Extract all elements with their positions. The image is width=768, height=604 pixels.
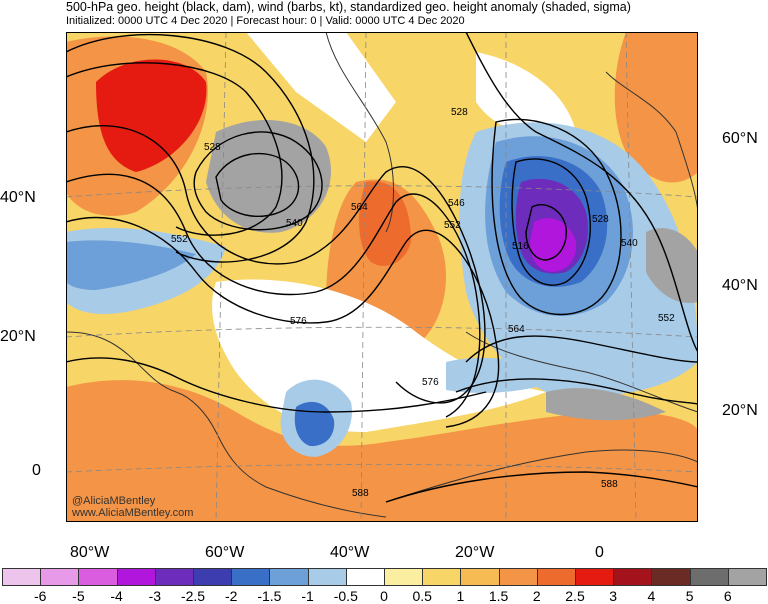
anomaly-colorbar	[0, 568, 768, 586]
map-frame	[66, 32, 698, 522]
warm-anomaly-region	[66, 380, 698, 522]
colorbar-tick-label: -1.5	[257, 588, 282, 604]
lat-label-right: 60°N	[722, 130, 758, 147]
contour-label: 528	[592, 214, 609, 225]
cool-anomaly-region	[294, 401, 335, 447]
lon-label: 0	[595, 544, 604, 561]
anomaly-shading	[66, 32, 698, 522]
colorbar-swatch	[460, 568, 500, 586]
colorbar-swatch	[78, 568, 118, 586]
colorbar-swatch	[154, 568, 194, 586]
colorbar-tick-label: 2	[532, 588, 541, 604]
contour-label: 552	[171, 234, 188, 245]
contour-label: 552	[444, 220, 461, 231]
colorbar-tick-label: -6	[33, 588, 47, 604]
colorbar-tick-label: 2.5	[565, 588, 585, 604]
contour-label: 564	[351, 202, 368, 213]
colorbar-swatch	[536, 568, 576, 586]
chart-title: 500-hPa geo. height (black, dam), wind (…	[66, 0, 631, 14]
colorbar-swatch	[384, 568, 424, 586]
gray-region	[646, 228, 698, 303]
contour-label: 528	[204, 142, 221, 153]
colorbar-tick-label: -3	[148, 588, 162, 604]
colorbar-swatch	[193, 568, 233, 586]
colorbar-tick-label: -1	[301, 588, 314, 604]
colorbar-swatch	[422, 568, 462, 586]
colorbar-tick-label: 1.5	[488, 588, 509, 604]
lon-label: 40°W	[330, 544, 370, 561]
colorbar-tick-label: 5	[685, 588, 694, 604]
warm-anomaly-region	[614, 32, 698, 183]
lat-label-right: 20°N	[722, 402, 758, 419]
colorbar-swatch	[689, 568, 729, 586]
colorbar-swatch	[269, 568, 309, 586]
contour-label: 540	[621, 238, 638, 249]
lon-label: 20°W	[455, 544, 495, 561]
warm-anomaly-region	[359, 181, 411, 266]
colorbar-tick-label: 0	[380, 588, 388, 604]
colorbar-swatch	[345, 568, 385, 586]
contour-label: 540	[286, 218, 303, 229]
colorbar-swatch	[575, 568, 615, 586]
cool-anomaly-region	[530, 218, 577, 272]
colorbar-tick-label: 0.5	[412, 588, 432, 604]
colorbar-swatch	[40, 568, 80, 586]
colorbar-swatch	[727, 568, 767, 586]
chart-subtitle: Initialized: 0000 UTC 4 Dec 2020 | Forec…	[66, 15, 465, 27]
graticule	[66, 32, 698, 522]
contour-label: 588	[352, 488, 369, 499]
colorbar-tick-label: -5	[72, 588, 85, 604]
warm-anomaly-region	[96, 59, 207, 172]
contour-label: 552	[658, 313, 675, 324]
contour-label: 576	[422, 377, 439, 388]
contour-label: 516	[512, 241, 529, 252]
contour-label: 588	[601, 479, 618, 490]
cool-anomaly-region	[66, 240, 196, 290]
lat-label-left: 20°N	[0, 328, 36, 345]
credit-url: www.AliciaMBentley.com	[72, 507, 194, 519]
lat-label-left: 0	[32, 462, 41, 479]
contour-labels: 528 528 552 540 564 546 552 576 576 516 …	[171, 107, 675, 499]
colorbar-tick-label: -2.5	[180, 588, 206, 604]
neutral-region	[476, 52, 576, 136]
colorbar-tick-label: -2	[224, 588, 238, 604]
contour-label: 576	[290, 316, 307, 327]
lat-label-right: 40°N	[722, 277, 758, 294]
weather-map: 528 528 552 540 564 546 552 576 576 516 …	[66, 32, 698, 522]
colorbar-tick-label: 1	[456, 588, 465, 604]
colorbar-swatch	[2, 568, 42, 586]
colorbar-swatch	[307, 568, 347, 586]
lon-label: 60°W	[205, 544, 245, 561]
colorbar-swatch	[651, 568, 691, 586]
colorbar-tick-label: 3	[609, 588, 618, 604]
colorbar-swatch	[231, 568, 271, 586]
contour-label: 528	[451, 107, 468, 118]
greenland-gray	[206, 120, 331, 233]
colorbar-tick-label: 6	[723, 588, 732, 604]
colorbar-swatch	[498, 568, 538, 586]
contour-label: 546	[448, 198, 465, 209]
lon-label: 80°W	[70, 544, 110, 561]
colorbar-tick-label: -0.5	[333, 588, 358, 604]
gray-region	[546, 388, 666, 421]
colorbar-swatch	[116, 568, 156, 586]
credit-handle: @AliciaMBentley	[72, 495, 156, 507]
colorbar-swatch	[613, 568, 653, 586]
colorbar-tick-label: 4	[647, 588, 656, 604]
contour-label: 564	[508, 324, 525, 335]
lat-label-left: 40°N	[0, 189, 36, 206]
colorbar-tick-label: -4	[110, 588, 123, 604]
height-contours	[66, 32, 698, 503]
